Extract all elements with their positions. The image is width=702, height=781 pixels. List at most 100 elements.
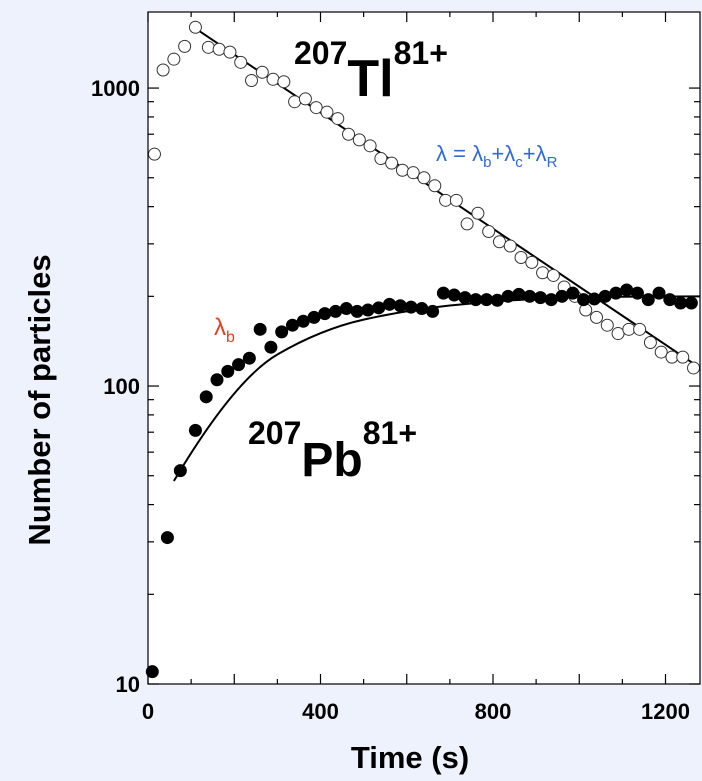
pb-data-point: [426, 304, 440, 318]
x-tick-label: 0: [142, 699, 154, 724]
tl-data-point: [266, 72, 280, 86]
tl-data-point: [654, 345, 668, 359]
tl-data-point: [167, 52, 181, 66]
pb-data-point: [587, 292, 601, 306]
pb-data-point: [577, 293, 591, 307]
tl-data-point: [223, 45, 237, 59]
pb-data-point: [404, 300, 418, 314]
tl-data-point: [331, 112, 345, 126]
pb-data-point: [296, 314, 310, 328]
tl-charge: 81+: [394, 35, 448, 71]
pb-data-point: [630, 286, 644, 300]
pb-data-point: [285, 318, 299, 332]
tl-data-point: [492, 235, 506, 249]
tl-data-point: [471, 206, 485, 220]
axis-ticks: [147, 12, 700, 685]
tl-data-point: [363, 139, 377, 153]
pb-data-point: [436, 286, 450, 300]
tl-data-point: [188, 20, 202, 34]
pb-data-point: [609, 286, 623, 300]
pb-data-point: [566, 286, 580, 300]
pb-data-point: [620, 283, 634, 297]
pb-data-point: [145, 665, 159, 679]
tl-isotope-label: 207Tl81+: [294, 35, 448, 108]
pb-data-point: [318, 307, 332, 321]
tl-data-point: [687, 361, 701, 375]
pb-data-point: [512, 287, 526, 301]
pb-data-point: [447, 288, 461, 302]
pb-data-point: [652, 286, 666, 300]
pb-symbol: Pb: [301, 434, 362, 487]
y-tick-label: 100: [103, 374, 140, 399]
tl-data-point: [255, 65, 269, 79]
tl-data-point: [178, 39, 192, 53]
tl-data-point: [611, 327, 625, 341]
pb-data-point: [393, 299, 407, 313]
tl-data-point: [395, 163, 409, 177]
pb-data-point: [523, 289, 537, 303]
pb-data-point: [533, 291, 547, 305]
pb-data-point: [501, 289, 515, 303]
tl-data-point: [633, 322, 647, 336]
tl-data-point: [503, 239, 517, 253]
tl-data-point: [342, 127, 356, 141]
pb-data-point: [329, 304, 343, 318]
tl-data-point: [536, 266, 550, 280]
x-tick-label: 1200: [641, 699, 690, 724]
y-tick-label: 1000: [91, 76, 140, 101]
tick-labels: 0 400 800 1200 10 100 1000: [91, 76, 690, 724]
x-tick-label: 800: [475, 699, 512, 724]
pb-mass: 207: [248, 415, 301, 451]
tl-data-point: [676, 350, 690, 364]
tl-data-point: [428, 179, 442, 193]
y-axis-label: Number of particles: [22, 254, 57, 545]
tl-data-point: [525, 255, 539, 269]
pb-data-point: [350, 304, 364, 318]
tl-data-point: [417, 171, 431, 185]
pb-data-point: [480, 293, 494, 307]
tl-data-point: [482, 225, 496, 239]
pb-data-point: [469, 293, 483, 307]
plot-area: [148, 12, 700, 684]
plot-frame: [147, 11, 701, 685]
tl-data-point: [320, 105, 334, 119]
decay-constant-formula: λ = λb+λc+λR: [436, 141, 558, 171]
tl-data-point: [298, 92, 312, 106]
pb-data-point: [188, 423, 202, 437]
tl-data-point: [245, 74, 258, 88]
pb-data-point: [555, 289, 569, 303]
pb-data-point: [415, 302, 429, 316]
pb-isotope-label: 207Pb81+: [248, 415, 417, 487]
pb-data-point: [663, 293, 677, 307]
pb-data-point: [598, 289, 612, 303]
pb-data-point: [199, 390, 213, 404]
tl-data-point: [212, 42, 226, 56]
pb-data-point: [173, 464, 187, 478]
x-axis-label: Time (s): [351, 740, 469, 775]
tl-data-point: [600, 318, 614, 332]
pb-data-point: [339, 302, 353, 316]
tl-symbol: Tl: [347, 50, 393, 108]
pb-data-point: [275, 325, 289, 339]
pb-data-point: [490, 293, 504, 307]
tl-data-point: [449, 193, 463, 207]
tl-data-point: [439, 193, 453, 207]
tl-data-point: [201, 40, 215, 54]
y-tick-label: 10: [116, 672, 140, 697]
tl-data-point: [460, 217, 474, 231]
tl-data-point: [309, 101, 323, 115]
pb-charge: 81+: [363, 415, 417, 451]
pb-data-point: [232, 358, 246, 372]
tl-data-point: [147, 147, 161, 161]
tl-data-point: [514, 250, 528, 264]
pb-data-point: [641, 293, 655, 307]
tl-data-point: [277, 75, 291, 89]
tl-data-point: [288, 95, 302, 109]
pb-data-point: [160, 531, 174, 545]
pb-data-point: [458, 291, 472, 305]
pb-data-point: [221, 364, 235, 378]
x-tick-label: 400: [302, 699, 339, 724]
tl-data-point: [622, 322, 636, 336]
tl-data-point: [234, 55, 248, 69]
